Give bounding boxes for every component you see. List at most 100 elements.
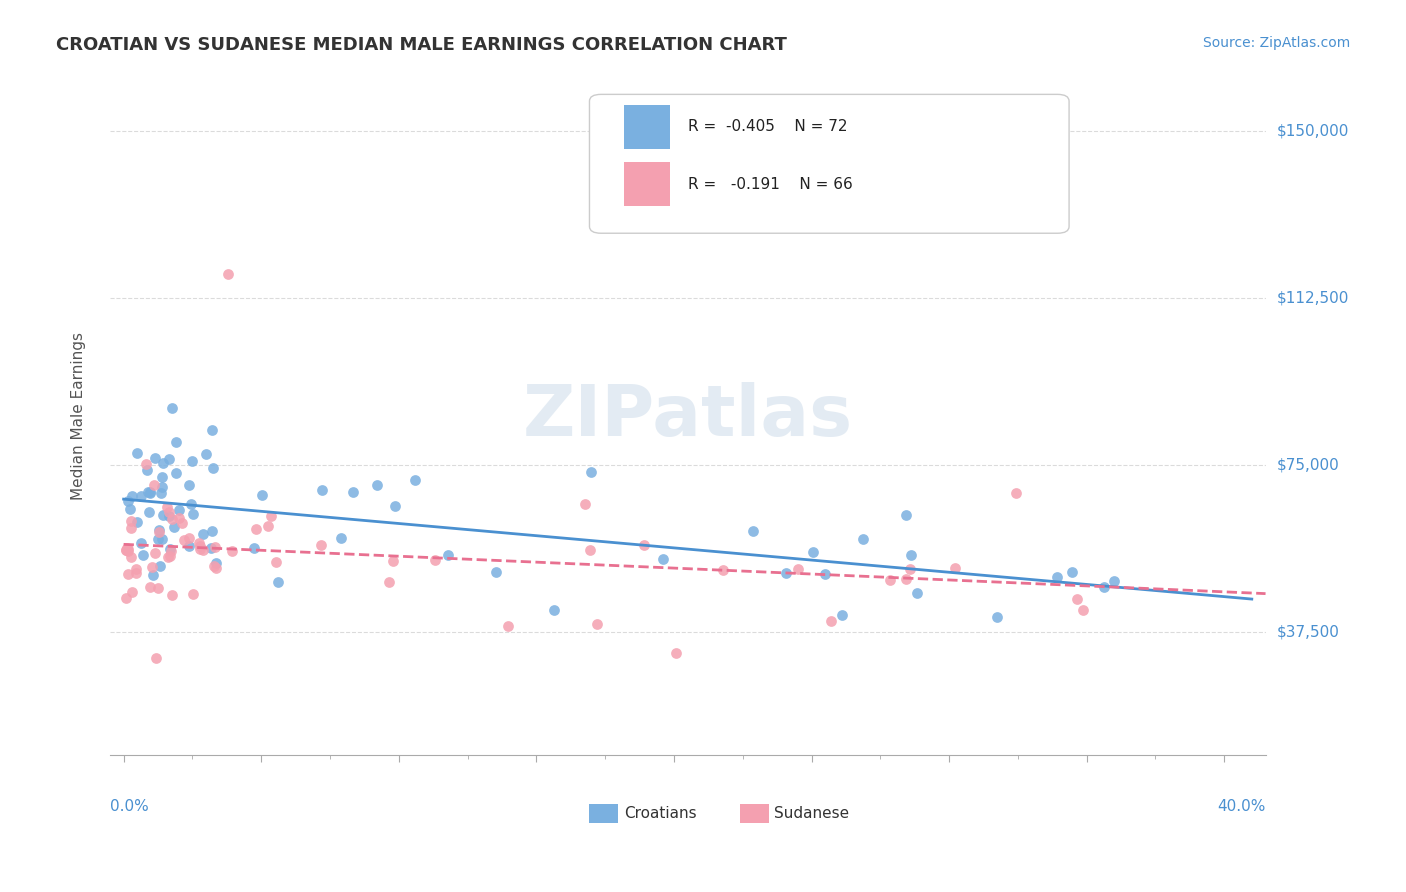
- Point: [205, 561, 228, 575]
- Point: [775, 566, 797, 580]
- Point: [143, 478, 166, 492]
- Point: [165, 435, 187, 450]
- Point: [165, 466, 187, 480]
- Point: [173, 533, 195, 548]
- Point: [200, 541, 222, 555]
- Point: [121, 489, 143, 503]
- Point: [150, 532, 173, 546]
- Point: [188, 541, 211, 556]
- Point: [900, 548, 922, 562]
- Point: [204, 540, 226, 554]
- Point: [243, 541, 266, 555]
- Point: [180, 497, 202, 511]
- Y-axis label: Median Male Earnings: Median Male Earnings: [72, 332, 86, 500]
- Point: [384, 499, 406, 513]
- Point: [1062, 565, 1084, 579]
- Point: [150, 479, 173, 493]
- Point: [264, 555, 287, 569]
- Point: [801, 545, 824, 559]
- Point: [814, 567, 837, 582]
- Point: [145, 651, 167, 665]
- Text: CROATIAN VS SUDANESE MEDIAN MALE EARNINGS CORRELATION CHART: CROATIAN VS SUDANESE MEDIAN MALE EARNING…: [56, 36, 787, 54]
- Point: [187, 536, 209, 550]
- FancyBboxPatch shape: [589, 95, 1069, 233]
- Text: Source: ZipAtlas.com: Source: ZipAtlas.com: [1202, 36, 1350, 50]
- Point: [156, 500, 179, 514]
- Point: [136, 485, 159, 500]
- Point: [139, 580, 162, 594]
- Bar: [589, 804, 619, 822]
- Point: [425, 553, 447, 567]
- Point: [1102, 574, 1125, 588]
- Point: [201, 424, 224, 438]
- Point: [148, 523, 170, 537]
- Point: [221, 544, 243, 558]
- Text: ZIPatlas: ZIPatlas: [523, 382, 853, 450]
- Point: [156, 549, 179, 564]
- Point: [152, 508, 174, 522]
- Point: [309, 538, 332, 552]
- Point: [138, 505, 160, 519]
- Bar: [624, 162, 671, 206]
- Text: $150,000: $150,000: [1277, 123, 1350, 138]
- Point: [117, 566, 139, 581]
- Point: [820, 615, 842, 629]
- Point: [665, 647, 688, 661]
- Text: $75,000: $75,000: [1277, 458, 1340, 473]
- Point: [125, 515, 148, 529]
- Point: [120, 514, 142, 528]
- Point: [120, 549, 142, 564]
- Point: [382, 554, 405, 568]
- Point: [115, 542, 138, 557]
- Point: [135, 463, 157, 477]
- Point: [1066, 591, 1088, 606]
- Point: [404, 474, 426, 488]
- Point: [125, 562, 148, 576]
- Point: [377, 575, 399, 590]
- Point: [1004, 486, 1026, 500]
- Point: [202, 461, 225, 475]
- Point: [986, 609, 1008, 624]
- Point: [342, 484, 364, 499]
- Text: Sudanese: Sudanese: [775, 805, 849, 821]
- Point: [181, 587, 204, 601]
- Point: [943, 561, 966, 575]
- Point: [181, 508, 204, 522]
- Point: [201, 524, 224, 538]
- Point: [260, 509, 283, 524]
- Point: [143, 451, 166, 466]
- Point: [125, 566, 148, 580]
- Point: [181, 454, 204, 468]
- Point: [581, 465, 603, 479]
- Point: [330, 531, 353, 545]
- Point: [141, 559, 163, 574]
- Point: [157, 452, 180, 467]
- Point: [898, 562, 921, 576]
- Point: [131, 536, 153, 550]
- Point: [250, 487, 273, 501]
- Point: [149, 559, 172, 574]
- Point: [879, 573, 901, 587]
- Point: [160, 401, 183, 416]
- Point: [159, 544, 181, 558]
- Point: [146, 532, 169, 546]
- Point: [163, 520, 186, 534]
- Text: $37,500: $37,500: [1277, 624, 1340, 640]
- Point: [711, 563, 734, 577]
- Point: [194, 447, 217, 461]
- Point: [160, 512, 183, 526]
- Point: [496, 619, 519, 633]
- Point: [139, 486, 162, 500]
- Point: [905, 586, 928, 600]
- Point: [120, 502, 142, 516]
- Point: [167, 510, 190, 524]
- Point: [786, 562, 808, 576]
- Point: [143, 545, 166, 559]
- Bar: [740, 804, 769, 822]
- Point: [852, 533, 875, 547]
- Point: [177, 478, 200, 492]
- Point: [179, 531, 201, 545]
- Point: [831, 607, 853, 622]
- Point: [159, 542, 181, 557]
- Point: [266, 574, 288, 589]
